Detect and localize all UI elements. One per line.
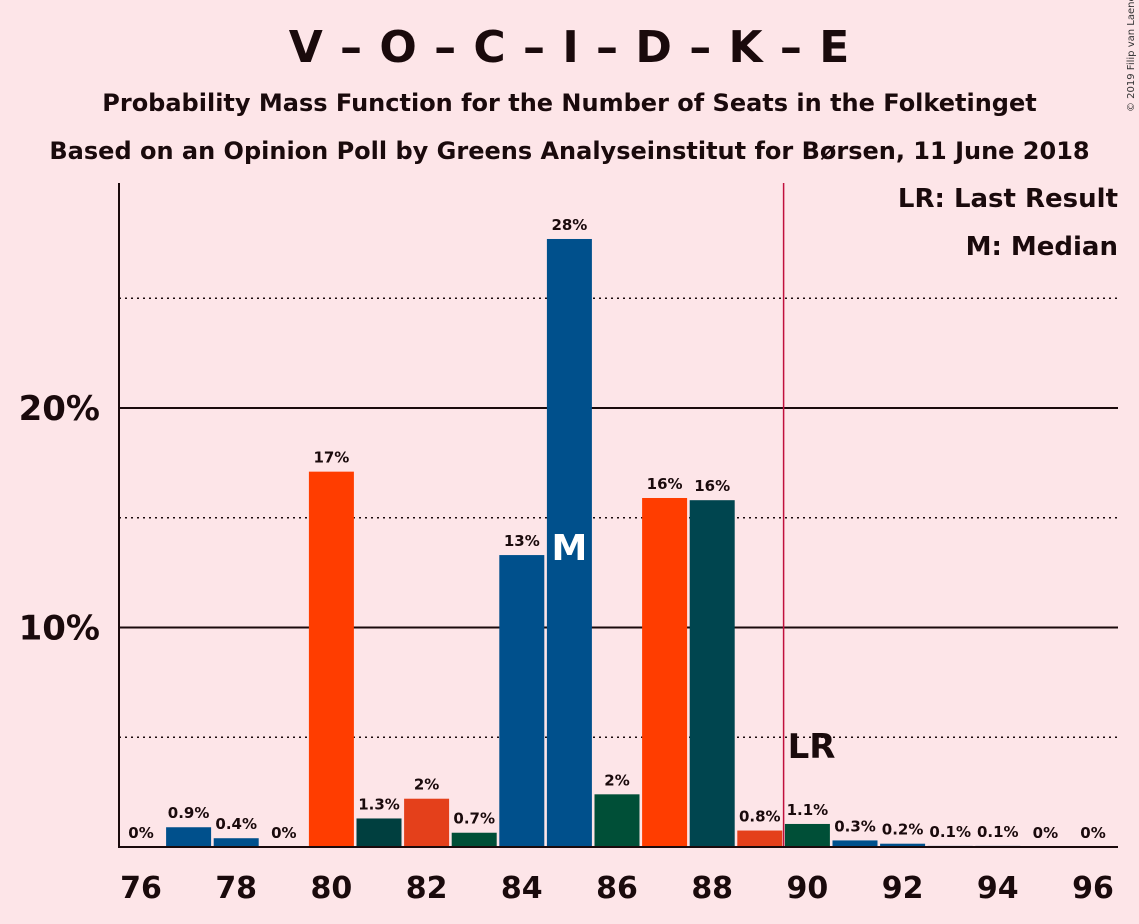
value-label-94: 0.1% (977, 823, 1019, 841)
chart-title: V – O – C – I – D – K – E (288, 22, 851, 73)
last-result-marker: LR (788, 727, 836, 767)
bar-77 (166, 827, 212, 847)
value-label-78: 0.4% (215, 815, 257, 833)
value-label-84: 13% (504, 532, 540, 550)
value-label-81: 1.3% (358, 795, 400, 813)
y-tick-label-10: 10% (19, 609, 100, 649)
x-tick-label-88: 88 (691, 871, 733, 906)
bar-85 (546, 238, 592, 848)
y-tick-label-20: 20% (19, 389, 100, 429)
value-label-93: 0.1% (929, 823, 971, 841)
value-label-88: 16% (694, 477, 730, 495)
value-label-83: 0.7% (453, 810, 495, 828)
value-label-90: 1.1% (787, 801, 829, 819)
value-label-80: 17% (313, 449, 349, 467)
bar-87 (642, 497, 688, 847)
bar-86 (594, 794, 640, 847)
x-tick-label-80: 80 (311, 871, 353, 906)
value-label-87: 16% (647, 475, 683, 493)
x-tick-label-94: 94 (977, 871, 1019, 906)
x-tick-label-96: 96 (1072, 871, 1114, 906)
value-label-95: 0% (1033, 824, 1058, 842)
bar-84 (499, 555, 545, 847)
chart-subtitle-poll: Based on an Opinion Poll by Greens Analy… (49, 137, 1090, 165)
value-label-76: 0% (128, 824, 153, 842)
x-tick-label-92: 92 (882, 871, 924, 906)
bar-78 (213, 838, 259, 847)
bar-91 (832, 840, 878, 847)
x-tick-label-84: 84 (501, 871, 543, 906)
value-label-77: 0.9% (168, 804, 210, 822)
value-label-96: 0% (1080, 824, 1105, 842)
value-label-82: 2% (414, 776, 439, 794)
value-label-92: 0.2% (882, 821, 924, 839)
x-tick-label-76: 76 (120, 871, 162, 906)
x-tick-label-82: 82 (406, 871, 448, 906)
legend-last-result: LR: Last Result (897, 184, 1118, 214)
bar-80 (308, 471, 354, 847)
bar-83 (451, 832, 497, 847)
bar-88 (689, 500, 735, 847)
x-tick-label-90: 90 (787, 871, 829, 906)
value-label-79: 0% (271, 824, 296, 842)
bar-81 (356, 818, 402, 847)
value-label-89: 0.8% (739, 808, 781, 826)
x-tick-label-78: 78 (215, 871, 257, 906)
bar-89 (737, 830, 783, 847)
value-label-86: 2% (604, 771, 629, 789)
value-label-91: 0.3% (834, 817, 876, 835)
median-marker: M (551, 528, 587, 569)
value-label-85: 28% (551, 216, 587, 234)
chart-subtitle: Probability Mass Function for the Number… (102, 89, 1037, 117)
x-tick-label-86: 86 (596, 871, 638, 906)
bar-82 (404, 798, 450, 847)
bar-90 (784, 823, 830, 847)
bar-92 (880, 843, 926, 847)
legend-median: M: Median (965, 232, 1118, 262)
